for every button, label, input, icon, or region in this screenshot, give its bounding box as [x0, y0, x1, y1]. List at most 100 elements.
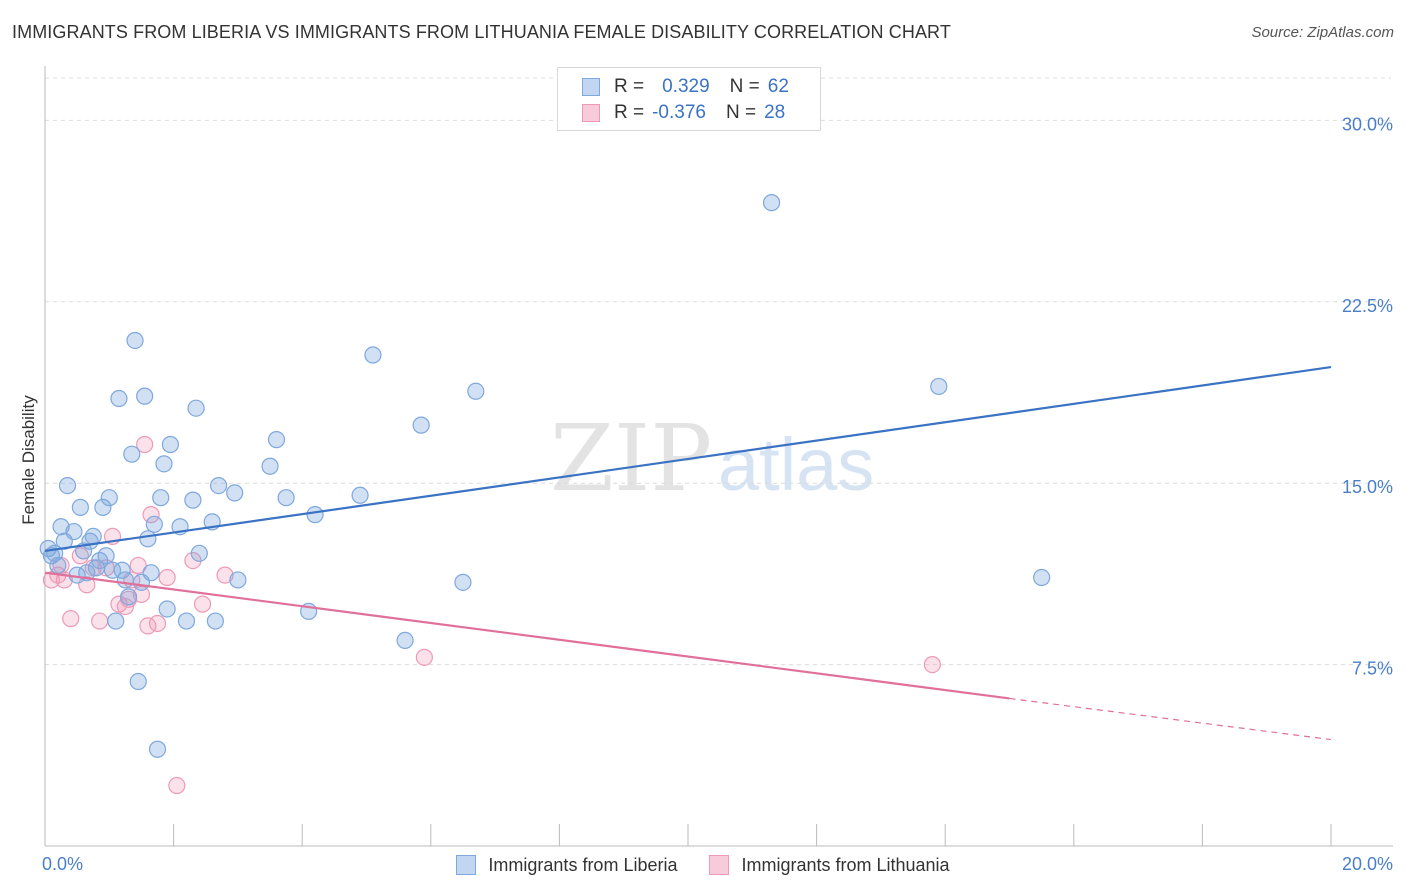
point-liberia [136, 387, 154, 405]
point-liberia [177, 612, 196, 630]
point-liberia [139, 530, 157, 548]
stats-n-label: N = [729, 76, 760, 97]
trend-line-liberia [44, 365, 1332, 553]
point-liberia [155, 455, 173, 473]
point-liberia [277, 489, 295, 507]
point-liberia [1033, 568, 1051, 587]
point-lithuania [129, 556, 147, 575]
legend-swatch-pink [709, 855, 730, 875]
stats-row-liberia: R = 0.329 N = 62 [582, 74, 789, 100]
point-liberia [119, 588, 138, 606]
legend-item-lithuania[interactable]: Immigrants from Lithuania [709, 854, 950, 876]
point-liberia [187, 399, 205, 417]
point-lithuania [142, 506, 160, 524]
legend: Immigrants from Liberia Immigrants from … [0, 851, 1406, 879]
point-liberia [100, 489, 118, 507]
trend-line-lithuania-extension [1009, 697, 1332, 741]
stats-r-value: -0.376 [652, 102, 706, 123]
point-liberia [97, 547, 115, 565]
trend-lines [44, 365, 1332, 741]
point-lithuania [136, 435, 154, 454]
point-lithuania [158, 568, 176, 587]
point-liberia [467, 382, 485, 400]
point-liberia [261, 457, 279, 475]
axes [44, 66, 1393, 847]
y-tick-label: 15.0% [1342, 477, 1393, 497]
point-liberia [762, 194, 781, 212]
point-liberia [306, 506, 324, 524]
point-lithuania [216, 566, 234, 584]
y-tick-label: 7.5% [1352, 659, 1393, 679]
point-liberia [52, 518, 70, 536]
point-liberia [148, 740, 167, 758]
y-tick-label: 22.5% [1342, 296, 1393, 316]
point-liberia [454, 573, 472, 591]
point-liberia [49, 556, 67, 575]
point-liberia [84, 527, 102, 546]
point-lithuania [193, 595, 212, 613]
point-liberia [226, 484, 244, 502]
point-liberia [129, 672, 147, 691]
point-lithuania [132, 585, 151, 604]
point-liberia [210, 477, 228, 495]
stats-swatch-pink [582, 104, 600, 122]
legend-label-lithuania: Immigrants from Lithuania [741, 854, 950, 875]
data-points [39, 194, 1051, 795]
point-liberia [152, 489, 170, 507]
tick-labels: 7.5% 15.0% 22.5% 30.0% 0.0% 20.0% [42, 114, 1393, 874]
point-lithuania [923, 655, 941, 674]
point-liberia [126, 331, 144, 350]
stats-n-label: N = [725, 102, 757, 123]
chart-source: Source: ZipAtlas.com [1251, 24, 1394, 41]
point-lithuania [71, 547, 89, 565]
gridlines [45, 77, 1391, 666]
point-liberia [190, 544, 208, 562]
point-lithuania [415, 648, 433, 666]
legend-item-liberia[interactable]: Immigrants from Liberia [456, 855, 677, 876]
stats-r-label: R = [614, 76, 645, 97]
watermark: ZIP atlas [550, 405, 874, 512]
point-liberia [267, 431, 286, 449]
point-liberia [184, 491, 202, 509]
point-liberia [229, 571, 247, 589]
point-liberia [58, 477, 77, 495]
point-liberia [142, 564, 160, 582]
point-liberia [103, 561, 122, 579]
stats-r-label: R = [614, 102, 645, 123]
stats-swatch-blue [582, 78, 600, 96]
point-liberia [65, 522, 83, 541]
stats-row-lithuania: R = -0.376 N = 28 [582, 100, 785, 126]
x-tick-label: 20.0% [1342, 854, 1393, 874]
point-lithuania [91, 612, 109, 630]
x-tick-label: 0.0% [42, 854, 83, 874]
stats-n-value: 62 [767, 76, 789, 97]
point-liberia [110, 389, 128, 408]
legend-swatch-blue [456, 855, 477, 875]
point-liberia [42, 547, 61, 565]
point-liberia [930, 377, 948, 396]
point-liberia [113, 561, 131, 579]
point-liberia [107, 612, 125, 630]
y-axis-label: Female Disability [19, 395, 38, 525]
stats-box: R = 0.329 N = 62 R = -0.376 N = 28 [557, 67, 821, 131]
point-liberia [123, 445, 141, 463]
point-liberia [116, 571, 134, 589]
point-liberia [71, 498, 89, 516]
point-liberia [158, 600, 176, 618]
point-liberia [412, 416, 430, 434]
point-liberia [206, 612, 224, 630]
point-liberia [161, 435, 179, 454]
chart-title: IMMIGRANTS FROM LIBERIA VS IMMIGRANTS FR… [12, 22, 951, 42]
point-liberia [145, 515, 163, 533]
trend-line-lithuania [44, 571, 1010, 700]
point-liberia [396, 631, 414, 650]
point-lithuania [168, 776, 186, 795]
point-lithuania [62, 610, 80, 628]
legend-label-liberia: Immigrants from Liberia [488, 854, 678, 875]
stats-n-value: 28 [764, 102, 786, 123]
point-liberia [94, 498, 112, 516]
point-liberia [351, 486, 369, 504]
point-liberia [364, 346, 382, 364]
point-lithuania [148, 614, 167, 633]
